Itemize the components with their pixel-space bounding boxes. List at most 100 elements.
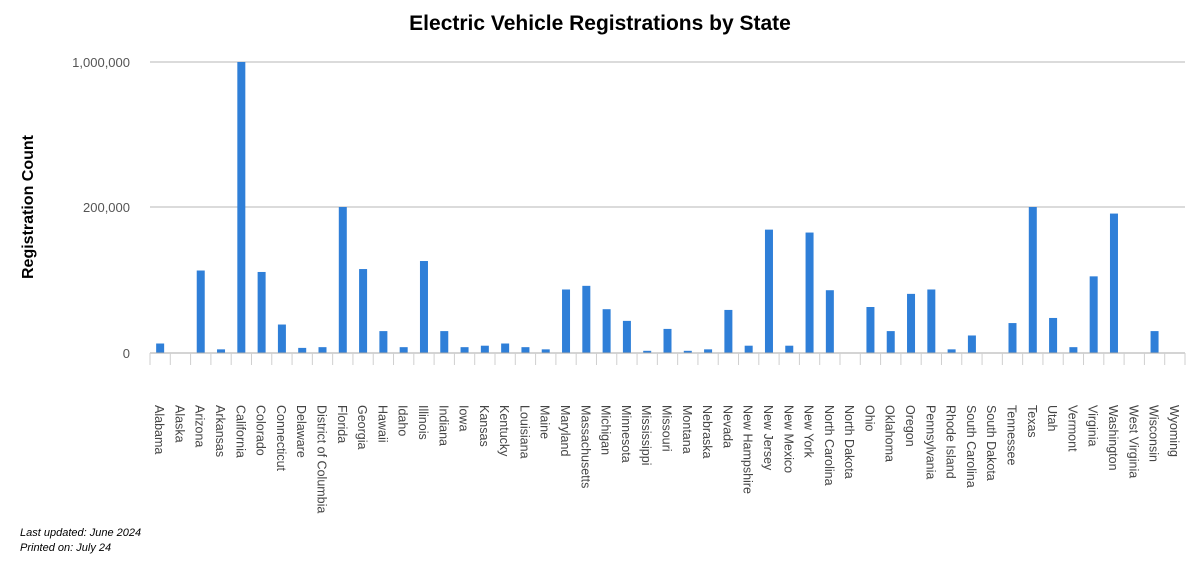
x-tick-label-minnesota: Minnesota xyxy=(619,405,633,463)
x-tick-label-new-hampshire: New Hampshire xyxy=(741,405,755,494)
x-axis-ticks: Alabama Alaska Arizona Arkansas California Co… xyxy=(149,353,1186,513)
bar-oklahoma xyxy=(886,331,895,353)
bar-georgia xyxy=(359,269,368,353)
x-tick-label-vermont: Vermont xyxy=(1065,405,1079,452)
x-tick-label-california: California xyxy=(233,405,247,458)
x-tick-label-kentucky: Kentucky xyxy=(497,405,511,457)
x-tick-label-georgia: Georgia xyxy=(355,405,369,450)
y-tick-label-0: 0 xyxy=(123,346,130,361)
x-tick-label-oklahoma: Oklahoma xyxy=(883,405,897,462)
bar-mississippi xyxy=(643,350,652,353)
bar-kansas xyxy=(480,345,489,353)
x-tick-label-north-dakota: North Dakota xyxy=(842,405,856,479)
bar-new-york xyxy=(805,232,814,353)
x-tick-label-arkansas: Arkansas xyxy=(213,405,227,457)
bar-washington xyxy=(1109,213,1118,353)
x-tick-label-west-virginia: West Virginia xyxy=(1126,405,1140,478)
bar-tennessee xyxy=(1008,323,1017,353)
bars xyxy=(156,62,1179,353)
x-tick-label-utah: Utah xyxy=(1045,405,1059,431)
bar-iowa xyxy=(460,347,469,353)
bar-hawaii xyxy=(379,331,388,353)
x-tick-label-district-of-columbia: District of Columbia xyxy=(315,405,329,513)
bar-florida xyxy=(338,207,347,353)
x-tick-label-iowa: Iowa xyxy=(457,405,471,431)
x-tick-label-washington: Washington xyxy=(1106,405,1120,471)
y-axis-label: Registration Count xyxy=(20,134,37,279)
x-tick-label-new-york: New York xyxy=(802,405,816,459)
x-tick-label-kansas: Kansas xyxy=(477,405,491,447)
x-tick-label-nevada: Nevada xyxy=(720,405,734,448)
bar-louisiana xyxy=(521,347,530,353)
bar-michigan xyxy=(602,309,611,353)
bar-texas xyxy=(1028,207,1037,353)
y-tick-label-200-000: 200,000 xyxy=(83,200,130,215)
bar-utah xyxy=(1049,317,1058,353)
bar-nevada xyxy=(724,309,733,353)
x-tick-label-new-jersey: New Jersey xyxy=(761,405,775,471)
gridlines xyxy=(150,61,1185,208)
chart-title: Electric Vehicle Registrations by State xyxy=(409,12,791,35)
x-tick-label-idaho: Idaho xyxy=(396,405,410,436)
x-tick-label-pennsylvania: Pennsylvania xyxy=(923,405,937,479)
bar-vermont xyxy=(1069,347,1078,353)
bar-delaware xyxy=(298,347,307,353)
x-tick-label-alabama: Alabama xyxy=(152,405,166,454)
bar-south-carolina xyxy=(967,335,976,353)
bar-missouri xyxy=(663,328,672,353)
x-tick-label-ohio: Ohio xyxy=(862,405,876,431)
x-tick-label-texas: Texas xyxy=(1025,405,1039,438)
x-tick-label-missouri: Missouri xyxy=(660,405,674,452)
bar-district-of-columbia xyxy=(318,347,327,353)
x-tick-label-arizona: Arizona xyxy=(193,405,207,447)
x-tick-label-new-mexico: New Mexico xyxy=(781,405,795,473)
bar-pennsylvania xyxy=(927,289,936,353)
x-tick-label-wyoming: Wyoming xyxy=(1167,405,1181,457)
printed-on-note: Printed on: July 24 xyxy=(20,542,112,554)
bar-alabama xyxy=(156,343,165,353)
x-tick-label-south-carolina: South Carolina xyxy=(964,405,978,488)
bar-nebraska xyxy=(704,349,713,353)
x-tick-label-tennessee: Tennessee xyxy=(1005,405,1019,466)
y-tick-label-1-000-000: 1,000,000 xyxy=(72,55,130,70)
x-tick-label-massachusetts: Massachusetts xyxy=(578,405,592,488)
bar-kentucky xyxy=(501,343,510,353)
x-tick-label-connecticut: Connecticut xyxy=(274,405,288,472)
x-tick-label-hawaii: Hawaii xyxy=(375,405,389,443)
bar-new-jersey xyxy=(764,229,773,353)
bar-colorado xyxy=(257,271,266,353)
bar-ohio xyxy=(866,307,875,353)
x-tick-label-alaska: Alaska xyxy=(172,405,186,443)
x-tick-label-montana: Montana xyxy=(680,405,694,454)
bar-maine xyxy=(541,349,550,353)
x-tick-label-oregon: Oregon xyxy=(903,405,917,447)
bar-maryland xyxy=(562,289,571,353)
bar-illinois xyxy=(419,261,428,353)
bar-new-mexico xyxy=(785,345,794,353)
y-axis-ticks: 0 200,000 1,000,000 xyxy=(72,55,130,361)
bar-oregon xyxy=(907,293,916,353)
bar-new-hampshire xyxy=(744,345,753,353)
bar-montana xyxy=(683,350,692,353)
x-tick-label-illinois: Illinois xyxy=(416,405,430,440)
x-tick-label-wisconsin: Wisconsin xyxy=(1147,405,1161,462)
bar-idaho xyxy=(399,347,408,353)
x-tick-label-mississippi: Mississippi xyxy=(639,405,653,465)
x-tick-label-louisiana: Louisiana xyxy=(517,405,531,459)
bar-virginia xyxy=(1089,276,1098,353)
bar-connecticut xyxy=(277,324,286,353)
bar-wisconsin xyxy=(1150,331,1159,353)
bar-minnesota xyxy=(622,320,631,353)
x-tick-label-delaware: Delaware xyxy=(294,405,308,458)
x-tick-label-south-dakota: South Dakota xyxy=(984,405,998,481)
x-tick-label-nebraska: Nebraska xyxy=(700,405,714,459)
x-tick-label-indiana: Indiana xyxy=(436,405,450,446)
x-tick-label-virginia: Virginia xyxy=(1086,405,1100,447)
x-tick-label-florida: Florida xyxy=(335,405,349,443)
x-tick-label-north-carolina: North Carolina xyxy=(822,405,836,486)
bar-rhode-island xyxy=(947,349,956,353)
x-tick-label-maine: Maine xyxy=(538,405,552,439)
last-updated-note: Last updated: June 2024 xyxy=(20,527,142,539)
bar-california xyxy=(237,62,246,353)
